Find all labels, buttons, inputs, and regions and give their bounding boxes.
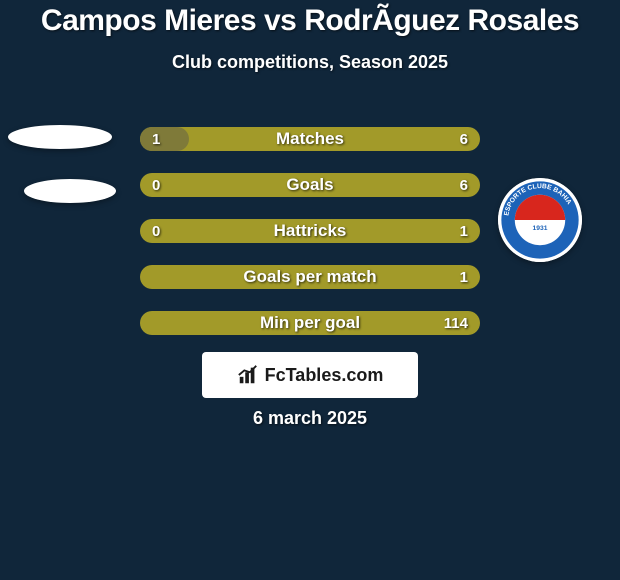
stat-value-left: 0	[152, 219, 160, 243]
stat-bar: Hattricks	[140, 219, 480, 243]
stat-value-right: 6	[460, 173, 468, 197]
stat-value-left: 0	[152, 173, 160, 197]
stat-value-right: 1	[460, 219, 468, 243]
stat-row: Goals0 6	[0, 162, 620, 208]
page-title: Campos Mieres vs RodrÃ­guez Rosales	[0, 0, 620, 38]
stat-label: Min per goal	[140, 311, 480, 335]
stat-rows: Matches16Goals06Hattricks01Goals per mat…	[0, 116, 620, 346]
stat-row: Min per goal114	[0, 300, 620, 346]
stat-bar: Matches	[140, 127, 480, 151]
stat-label: Goals per match	[140, 265, 480, 289]
stat-value-left: 1	[152, 127, 160, 151]
chart-bar-icon	[237, 364, 259, 386]
stat-label: Goals	[140, 173, 480, 197]
stat-bar: Goals per match	[140, 265, 480, 289]
infographic-canvas: Campos Mieres vs RodrÃ­guez Rosales Club…	[0, 0, 620, 580]
stat-label: Matches	[140, 127, 480, 151]
subtitle: Club competitions, Season 2025	[0, 52, 620, 73]
stat-row: Hattricks0 1	[0, 208, 620, 254]
stat-row: Goals per match1	[0, 254, 620, 300]
stat-row: Matches1 6	[0, 116, 620, 162]
stat-label: Hattricks	[140, 219, 480, 243]
stat-value-right: 6	[460, 127, 468, 151]
stat-bar: Min per goal	[140, 311, 480, 335]
stat-bar: Goals	[140, 173, 480, 197]
stat-value-right: 114	[444, 311, 468, 335]
stat-value-right: 1	[460, 265, 468, 289]
date-line: 6 march 2025	[0, 408, 620, 429]
brand-text: FcTables.com	[265, 365, 384, 386]
brand-box: FcTables.com	[202, 352, 418, 398]
